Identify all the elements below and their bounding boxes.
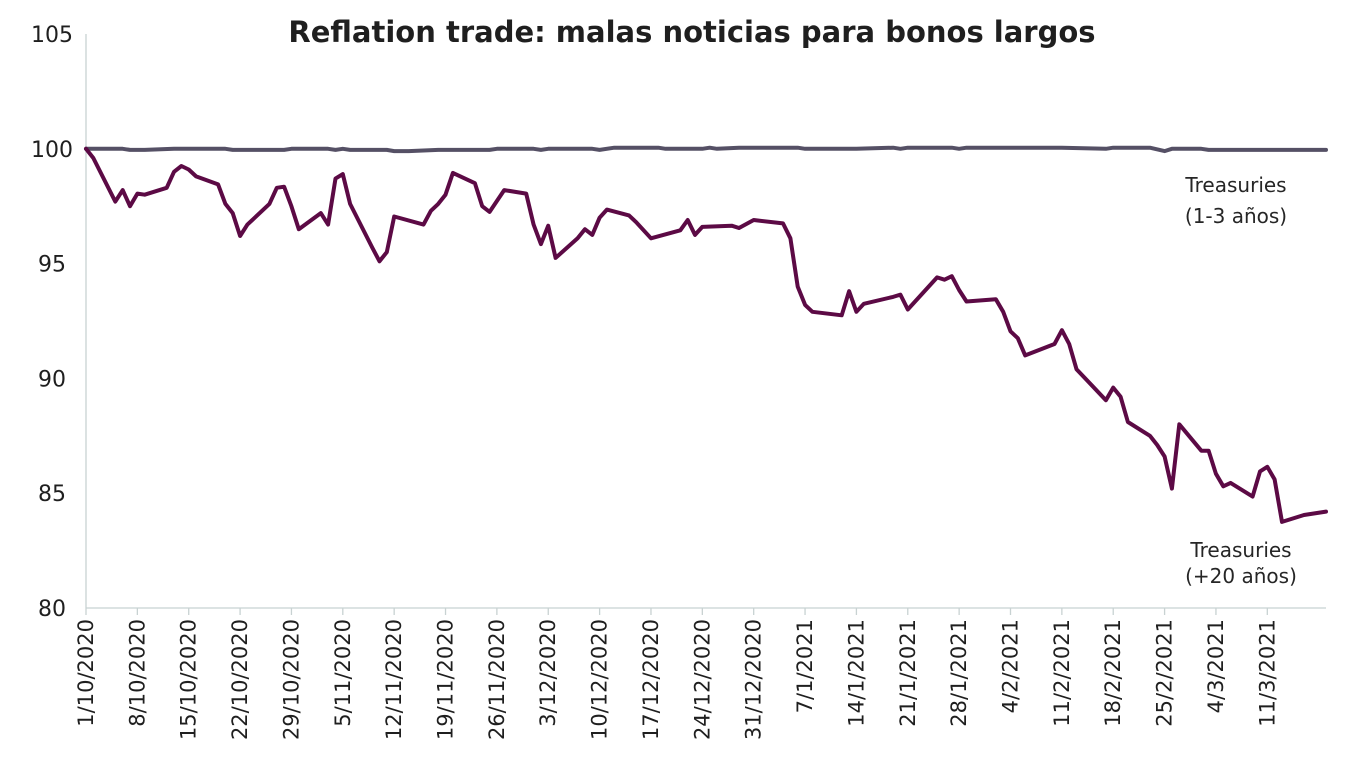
y-tick-label: 80 [38, 597, 66, 622]
x-tick-label: 21/1/2021 [896, 619, 920, 727]
x-tick-label: 22/10/2020 [228, 619, 252, 740]
x-axis: 1/10/2020 8/10/2020 15/10/2020 22/10/2020 29… [74, 607, 1326, 740]
series-label-0: (1-3 años) [1185, 204, 1287, 228]
x-tick-label: 3/12/2020 [536, 619, 560, 727]
chart-title: Reflation trade: malas noticias para bon… [288, 15, 1095, 49]
y-tick-label: 100 [31, 138, 73, 163]
x-tick-label: 12/11/2020 [382, 619, 406, 740]
x-tick-label: 14/1/2021 [844, 619, 868, 727]
series-label-0: Treasuries [1184, 173, 1286, 197]
x-tick-label: 24/12/2020 [690, 619, 714, 740]
series-line-1 [84, 146, 1328, 524]
x-tick-label: 5/11/2020 [331, 619, 355, 727]
x-tick-label: 31/12/2020 [742, 619, 766, 740]
x-tick-label: 8/10/2020 [125, 619, 149, 727]
series-line-0 [84, 145, 1328, 154]
series-label-1: (+20 años) [1185, 564, 1297, 588]
x-tick-label: 1/10/2020 [74, 619, 98, 727]
series-labels: Treasuries(1-3 años)Treasuries(+20 años) [1184, 173, 1297, 588]
x-tick-label: 29/10/2020 [279, 619, 303, 740]
y-tick-label: 95 [38, 253, 66, 278]
y-tick-label: 85 [38, 482, 66, 507]
x-tick-label: 7/1/2021 [793, 619, 817, 713]
y-axis: 80 85 90 95 100 105 [31, 23, 87, 622]
x-tick-label: 19/11/2020 [434, 619, 458, 740]
x-tick-label: 11/2/2021 [1050, 619, 1074, 727]
y-tick-label: 90 [38, 367, 66, 392]
x-tick-label: 28/1/2021 [947, 619, 971, 727]
x-tick-label: 26/11/2020 [485, 619, 509, 740]
x-tick-label: 11/3/2021 [1255, 619, 1279, 727]
x-tick-label: 17/12/2020 [639, 619, 663, 740]
x-tick-label: 4/2/2021 [998, 619, 1022, 713]
x-tick-label: 10/12/2020 [588, 619, 612, 740]
series-lines [84, 145, 1328, 524]
x-tick-label: 15/10/2020 [177, 619, 201, 740]
y-tick-label: 105 [31, 23, 73, 48]
series-label-1: Treasuries [1189, 538, 1291, 562]
x-tick-label: 4/3/2021 [1204, 619, 1228, 713]
x-tick-label: 18/2/2021 [1101, 619, 1125, 727]
x-tick-label: 25/2/2021 [1153, 619, 1177, 727]
